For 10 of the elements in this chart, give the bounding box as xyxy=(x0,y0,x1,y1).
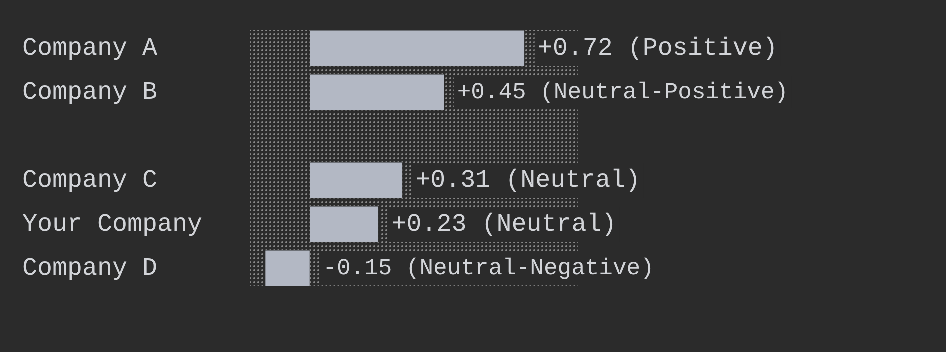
data-label: +0.45 (Neutral-Positive) xyxy=(457,80,789,106)
y-tick-label: Company A xyxy=(22,34,158,63)
data-label: +0.31 (Neutral) xyxy=(416,166,641,195)
y-tick-label: Company B xyxy=(22,78,158,107)
data-label: -0.15 (Neutral-Negative) xyxy=(323,256,654,282)
data-label: +0.23 (Neutral) xyxy=(392,210,617,239)
data-label: +0.72 (Positive) xyxy=(538,34,778,63)
y-tick-label: Company C xyxy=(22,166,158,195)
y-tick-label: Company D xyxy=(22,254,158,283)
y-tick-label: Your Company xyxy=(22,210,203,239)
